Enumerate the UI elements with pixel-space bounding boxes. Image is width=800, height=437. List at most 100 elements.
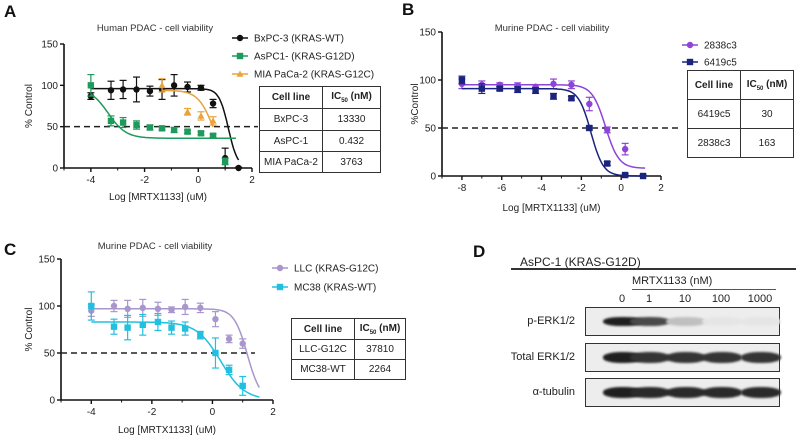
marker-circle [225, 335, 233, 343]
marker-square [88, 302, 95, 310]
marker-circle [139, 304, 146, 312]
lane-label: 0 [618, 293, 626, 305]
table-cell: MC38-WT [291, 359, 355, 380]
legend-label: MIA PaCa-2 (KRAS-G12C) [254, 70, 374, 81]
marker-circle [197, 84, 205, 92]
y-tick-label: 50 [47, 122, 59, 133]
y-axis-label: %Control [410, 83, 421, 124]
panel-letter-b: B [402, 0, 415, 19]
table-cell: 2264 [354, 359, 406, 380]
legend-label: 2838c3 [704, 41, 737, 52]
data-point [209, 116, 217, 126]
protein-band [603, 387, 643, 398]
marker-circle [133, 86, 140, 93]
data-point [197, 84, 205, 92]
legend-entry: LLC (KRAS-G12C) [272, 264, 378, 275]
marker-square [146, 124, 154, 131]
marker-circle [119, 86, 127, 93]
marker-square [158, 125, 166, 132]
x-tick-label: -8 [457, 183, 466, 194]
marker-circle [621, 145, 629, 153]
marker-circle [235, 164, 242, 172]
ic50-table-c: Cell line IC50 (nM) LLC-G12C 37810 MC38-W… [291, 318, 406, 380]
table-cell: 163 [740, 128, 794, 158]
ic50-table-b: Cell line IC50 (nM) 6419c5 30 2838c3 163 [687, 70, 794, 158]
table-header-cell-line: Cell line [259, 86, 323, 109]
data-point [133, 120, 141, 130]
x-axis-label: Log [MRTX1133] (uM) [502, 203, 600, 214]
x-tick-label: -2 [577, 183, 586, 194]
marker-circle [146, 87, 154, 95]
blot-strip [585, 307, 781, 336]
marker-square [550, 93, 557, 100]
legend-entry: BxPC-3 (KRAS-WT) [232, 34, 344, 45]
y-tick-label: 150 [41, 40, 58, 51]
panel-letter-d: D [473, 242, 486, 261]
data-point [209, 98, 217, 109]
lane-label: 1000 [747, 293, 773, 305]
protein-band [630, 352, 670, 363]
marker-circle [154, 305, 162, 313]
protein-band [630, 317, 670, 326]
y-tick-label: 100 [41, 81, 58, 92]
fit-curve [162, 89, 214, 128]
marker-square [139, 321, 146, 328]
data-point [168, 306, 176, 314]
data-point [154, 312, 162, 332]
data-point [585, 96, 593, 112]
data-point [197, 130, 205, 137]
data-point [211, 311, 219, 328]
data-point [168, 320, 176, 335]
table-cell: MIA PaCa-2 [259, 151, 323, 173]
lane-label: 10 [678, 293, 692, 305]
marker-triangle [158, 81, 166, 89]
table-header-cell-line: Cell line [687, 70, 741, 100]
protein-band [603, 352, 643, 363]
legend-marker [686, 41, 694, 49]
treatment-underline [632, 289, 776, 290]
marker-square [209, 132, 217, 139]
marker-circle [568, 81, 575, 89]
marker-square [184, 128, 191, 135]
marker-square [621, 171, 629, 179]
data-point [239, 338, 247, 349]
x-axis-label: Log [MRTX1133] (uM) [118, 425, 216, 436]
marker-circle [197, 304, 204, 312]
marker-circle [604, 126, 611, 134]
protein-band [702, 387, 742, 398]
y-tick-label: 50 [44, 349, 56, 360]
fit-curve [91, 321, 260, 398]
protein-band [741, 352, 781, 363]
data-point [158, 78, 166, 93]
data-point [621, 142, 629, 156]
chart-panel-c: Murine PDAC - cell viability 0 50 100 150 -4 -… [24, 241, 378, 436]
data-point [514, 86, 522, 94]
marker-square [639, 172, 647, 180]
y-tick-label: 50 [425, 124, 437, 135]
data-point [209, 132, 217, 139]
protein-band [741, 387, 781, 398]
marker-square [458, 76, 466, 84]
data-point [225, 334, 233, 344]
data-point [170, 73, 178, 97]
marker-circle [124, 305, 131, 313]
blot-strip [585, 343, 781, 372]
marker-square [221, 158, 229, 165]
marker-circle [181, 303, 189, 311]
marker-circle [550, 80, 557, 88]
y-tick-label: 0 [430, 172, 436, 183]
table-cell: LLC-G12C [291, 339, 355, 360]
chart-title: Murine PDAC - cell viability [495, 23, 610, 34]
data-point [110, 299, 118, 313]
protein-band [666, 352, 706, 363]
marker-square [239, 382, 246, 390]
x-tick-label: 2 [270, 407, 276, 418]
marker-circle [212, 315, 219, 323]
data-point [621, 171, 629, 179]
marker-circle [239, 340, 246, 347]
legend-marker [236, 70, 244, 77]
data-point [196, 302, 204, 314]
x-tick-label: 0 [196, 175, 202, 186]
data-point [567, 80, 575, 90]
y-tick-label: 150 [419, 28, 436, 39]
